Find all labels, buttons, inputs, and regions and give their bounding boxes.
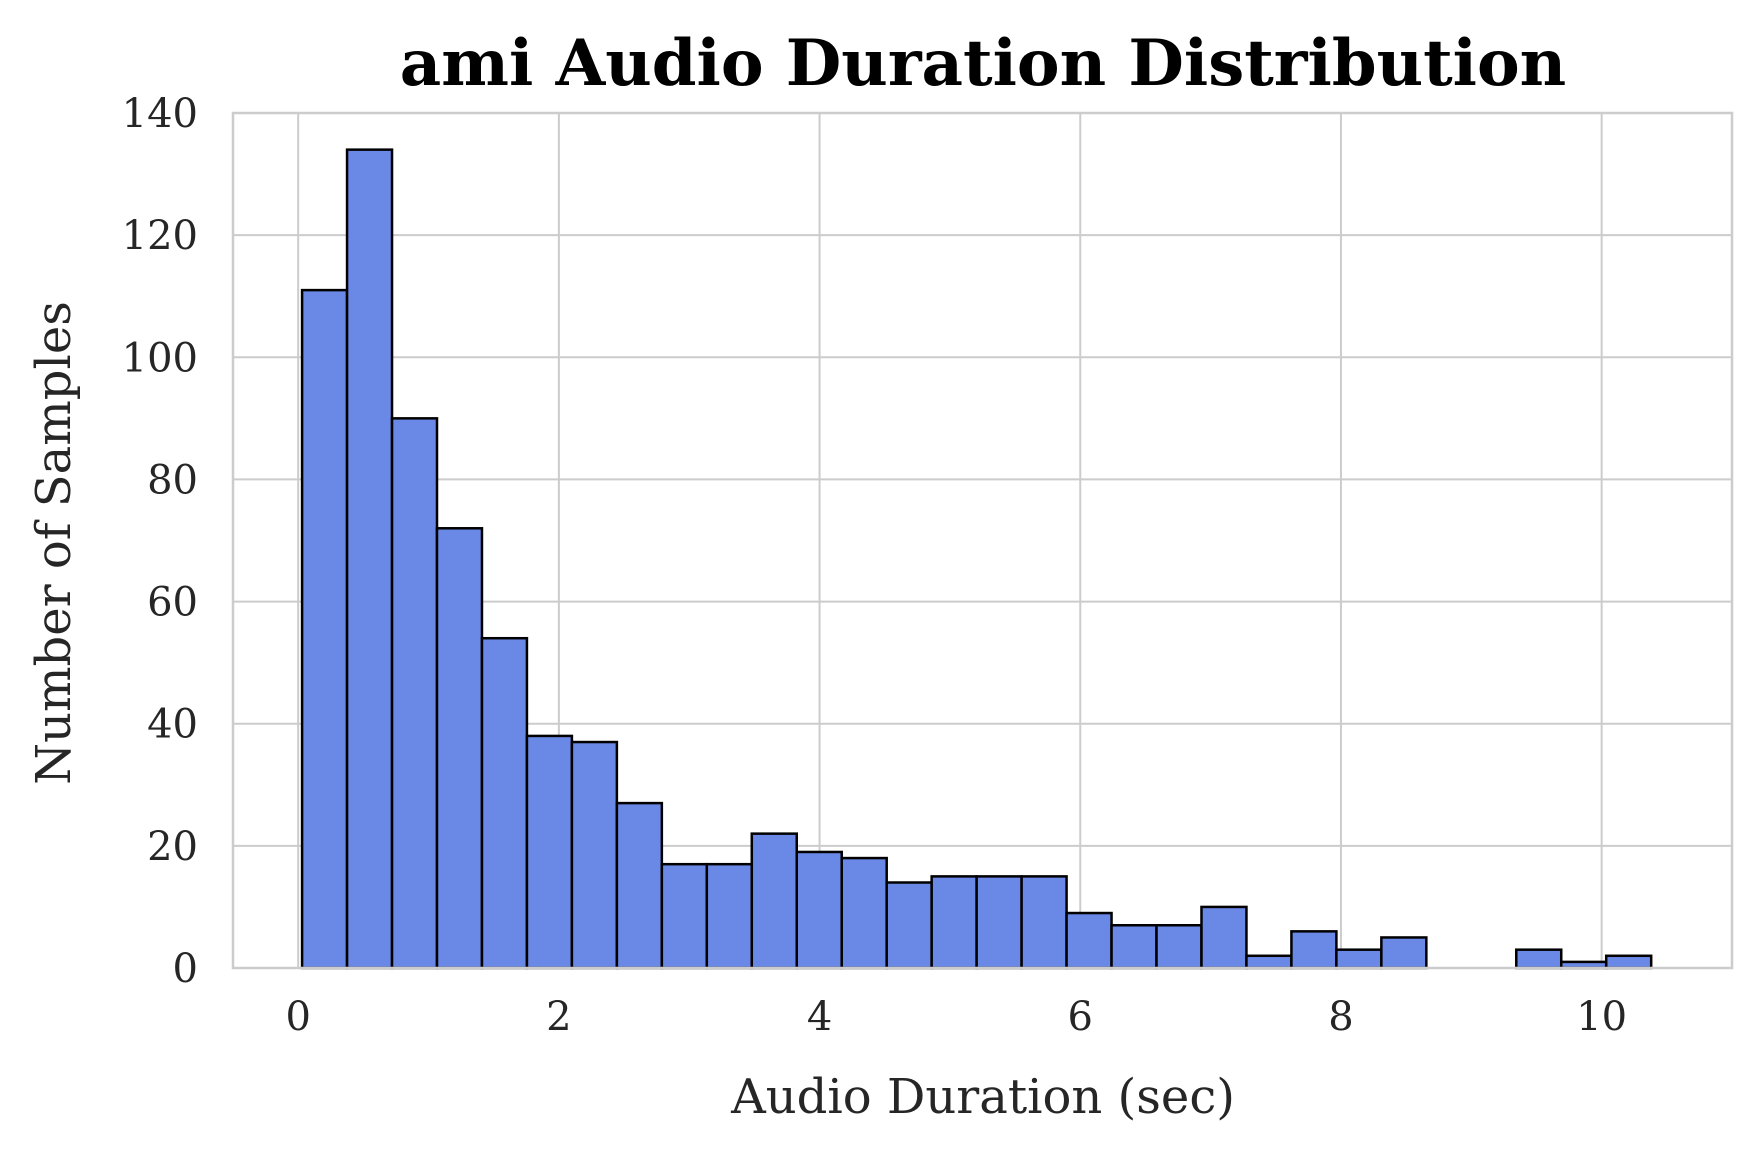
histogram-bar xyxy=(1110,924,1158,970)
histogram-bar xyxy=(480,636,529,970)
y-tick-label: 120 xyxy=(122,213,198,259)
histogram-bar xyxy=(345,148,394,970)
histogram-bar xyxy=(1604,954,1653,970)
histogram-bar xyxy=(885,881,933,970)
histogram-bar xyxy=(930,875,978,970)
histogram-bar xyxy=(390,417,439,970)
x-axis-label: Audio Duration (sec) xyxy=(730,1069,1235,1125)
histogram-bar xyxy=(1065,911,1113,970)
y-tick-label: 140 xyxy=(122,91,198,137)
histogram-bar xyxy=(525,734,574,970)
histogram-bar xyxy=(615,801,664,970)
histogram-bar xyxy=(1380,936,1428,970)
y-tick-label: 20 xyxy=(147,824,198,870)
histogram-bar xyxy=(795,850,843,970)
histogram-bar xyxy=(1155,924,1203,970)
x-tick-label: 6 xyxy=(1068,994,1093,1040)
y-axis-label: Number of Samples xyxy=(26,301,82,785)
y-tick-label: 80 xyxy=(147,457,198,503)
histogram-bar xyxy=(1290,930,1338,970)
histogram-bar xyxy=(750,832,799,970)
histogram-bar xyxy=(570,740,619,970)
histogram-bar xyxy=(975,875,1023,970)
plot-frame xyxy=(231,111,1734,970)
y-tick-labels: 0 20 40 60 80 100 120 140 xyxy=(122,91,198,992)
chart-title: ami Audio Duration Distribution xyxy=(400,26,1566,101)
histogram-bar xyxy=(1020,875,1068,970)
x-tick-label: 4 xyxy=(807,994,832,1040)
histogram-bar xyxy=(300,288,349,970)
x-tick-labels: 0 2 4 6 8 10 xyxy=(285,994,1627,1040)
y-tick-label: 40 xyxy=(147,702,198,748)
y-tick-label: 100 xyxy=(122,335,198,381)
histogram-bar xyxy=(1245,954,1293,970)
histogram-bar xyxy=(1335,948,1383,970)
histogram-bar xyxy=(705,862,754,970)
histogram-bar xyxy=(660,862,709,970)
histogram-bars xyxy=(300,148,1653,970)
histogram-bar xyxy=(1515,948,1563,970)
x-tick-label: 8 xyxy=(1328,994,1353,1040)
y-tick-label: 60 xyxy=(147,580,198,626)
histogram-bar xyxy=(1200,905,1248,970)
histogram-bar xyxy=(435,527,484,970)
x-tick-label: 10 xyxy=(1576,994,1627,1040)
x-tick-label: 0 xyxy=(285,994,310,1040)
y-tick-label: 0 xyxy=(173,946,198,992)
x-tick-label: 2 xyxy=(546,994,571,1040)
histogram-bar xyxy=(840,856,888,970)
